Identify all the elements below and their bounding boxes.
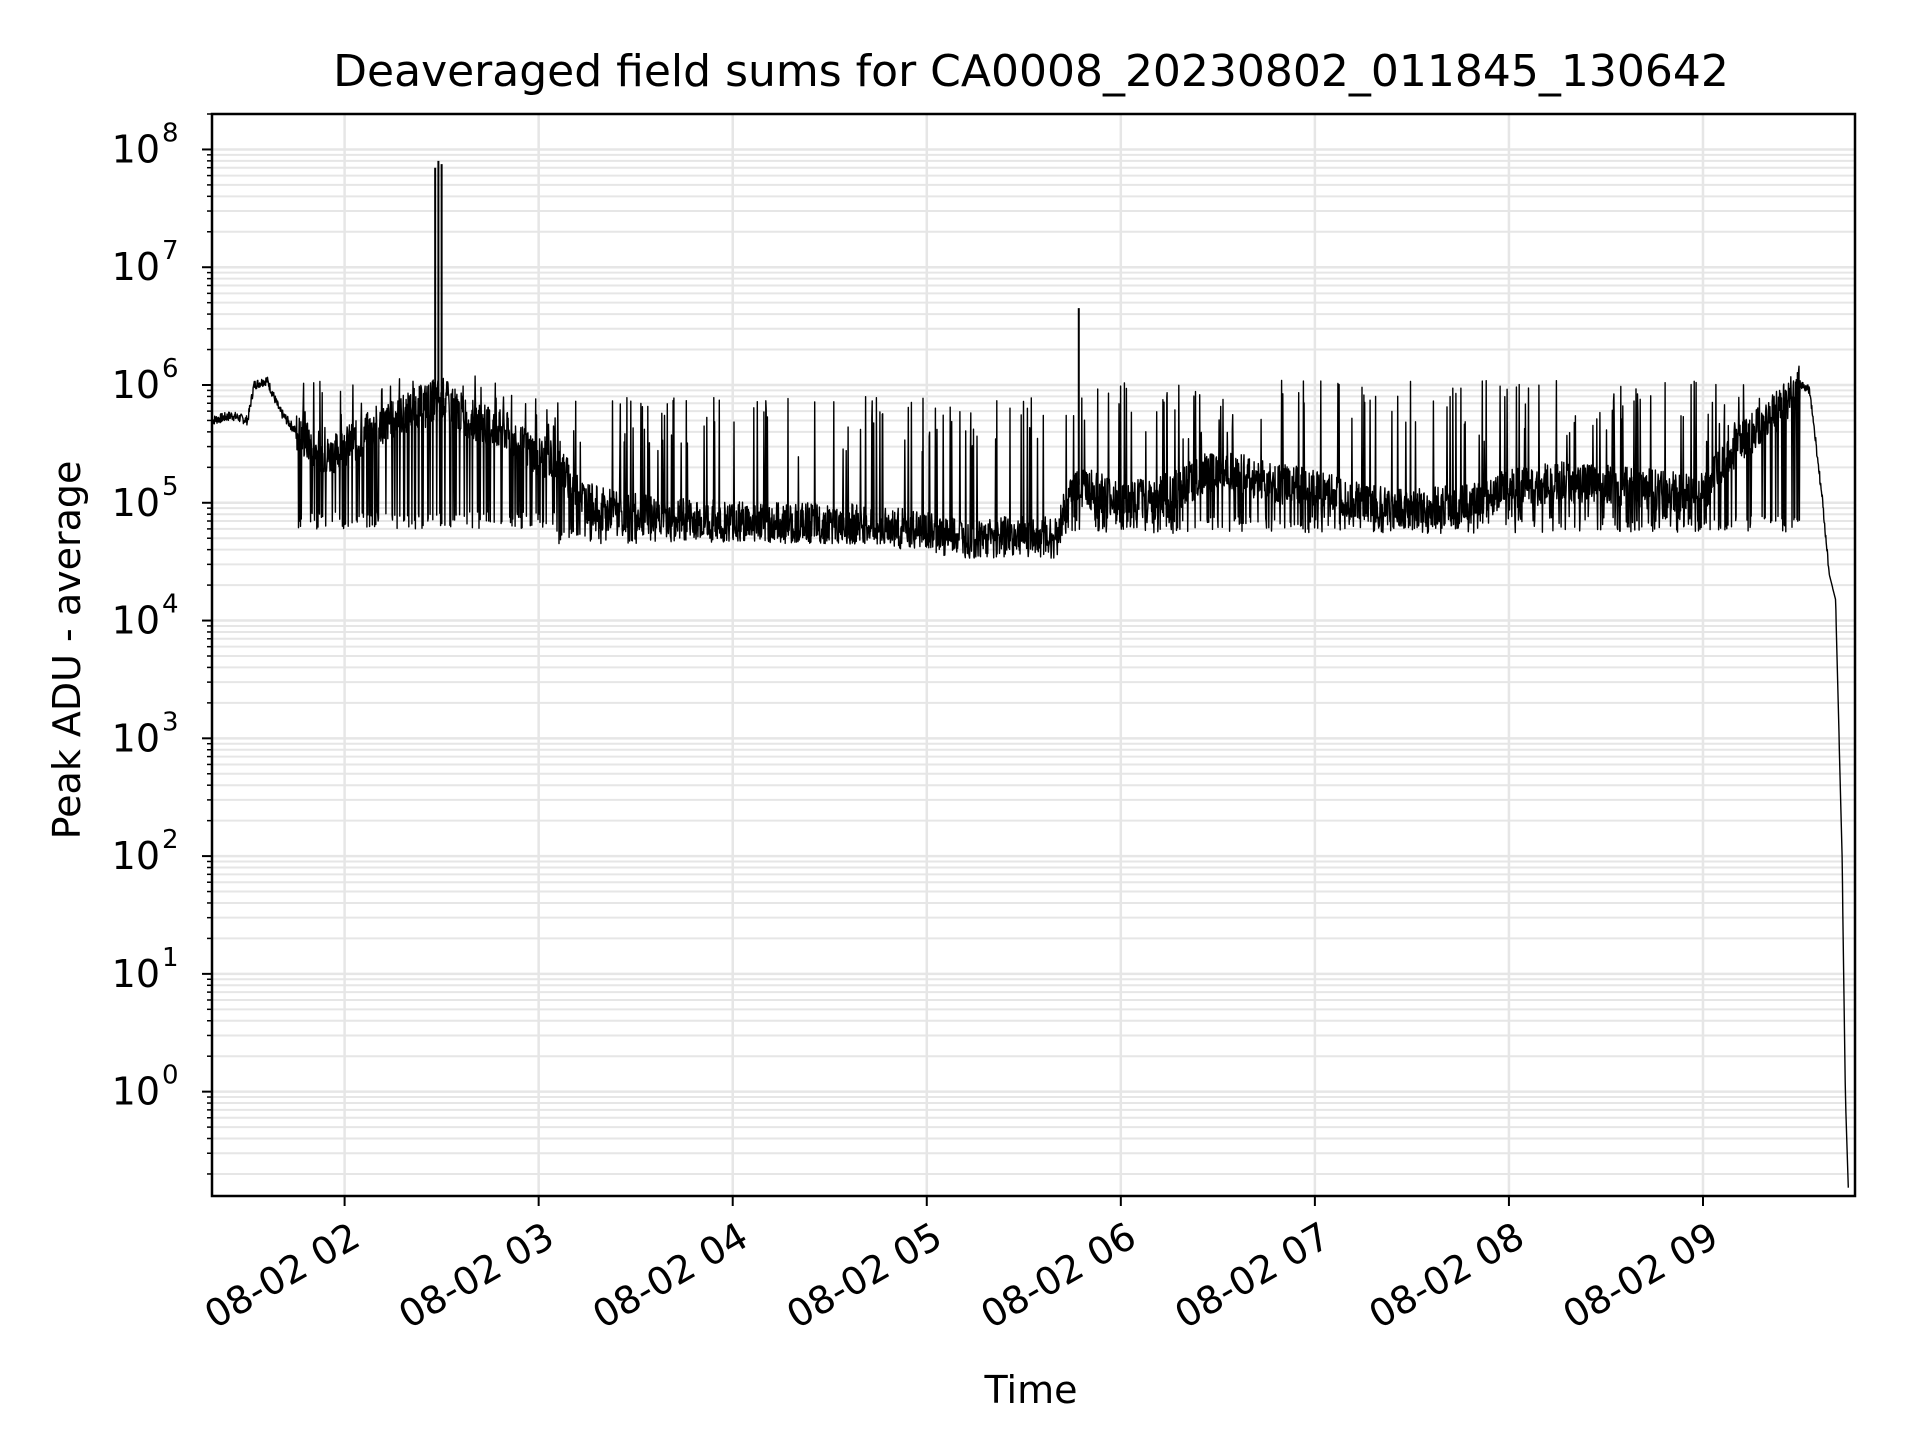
plot-frame	[210, 112, 1857, 1198]
y-tick-label: 10	[112, 952, 160, 996]
y-tick-label: 10	[112, 245, 160, 289]
x-axis-label: Time	[984, 1368, 1078, 1412]
y-tick-label: 10	[112, 1070, 160, 1114]
y-tick-label-exponent: 3	[162, 707, 179, 737]
y-tick-label-exponent: 2	[162, 825, 179, 855]
y-tick-label-exponent: 7	[162, 236, 179, 266]
y-tick-label: 10	[112, 363, 160, 407]
y-axis-label: Peak ADU - average	[45, 461, 89, 840]
y-tick-label-exponent: 0	[162, 1061, 179, 1091]
y-tick-label-exponent: 5	[162, 472, 179, 502]
y-tick-label: 10	[112, 834, 160, 878]
y-tick-label-exponent: 6	[162, 354, 179, 384]
y-tick-label: 10	[112, 127, 160, 171]
y-tick-label: 10	[112, 716, 160, 760]
grid-layer	[212, 113, 1855, 1196]
y-tick-label: 10	[112, 599, 160, 643]
series-layer	[211, 160, 1849, 1188]
y-tick-label-exponent: 4	[162, 590, 179, 620]
y-tick-label-exponent: 8	[162, 118, 179, 148]
chart-title: Deaveraged field sums for CA0008_2023080…	[333, 46, 1729, 97]
series-line	[211, 365, 1849, 1188]
y-tick-label: 10	[112, 481, 160, 525]
y-tick-label-exponent: 1	[162, 943, 179, 973]
